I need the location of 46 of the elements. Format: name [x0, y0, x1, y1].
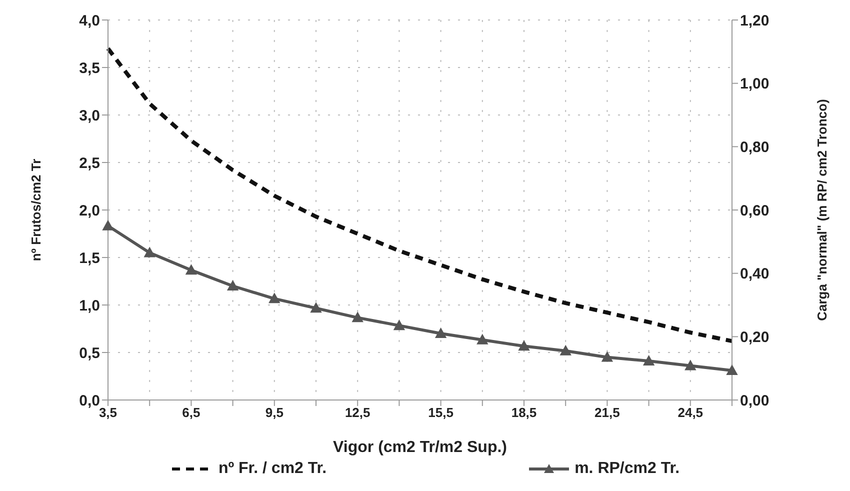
y2-axis-title: Carga "normal" (m RP/ cm2 Tronco) — [814, 99, 830, 321]
point — [352, 312, 364, 322]
y-tick-label: 2,0 — [79, 202, 100, 220]
y2-tick-label: 1,20 — [740, 12, 770, 30]
point — [602, 352, 613, 362]
y2-tick-label: 0,00 — [740, 392, 770, 410]
y-axis-title: nº Frutos/cm2 Tr — [28, 158, 44, 262]
line-series — [106, 46, 734, 344]
point — [394, 320, 405, 330]
point — [684, 360, 696, 370]
x-tick-label: 12,5 — [344, 405, 370, 420]
point — [144, 247, 156, 258]
point — [310, 302, 322, 313]
point — [726, 365, 738, 376]
y2-tick-label: 0,80 — [740, 138, 770, 156]
y2-tick-label: 0,20 — [740, 328, 770, 346]
y2-tick-label: 0,40 — [740, 266, 770, 283]
point — [268, 293, 280, 304]
y2-tick-label: 1,00 — [740, 76, 770, 93]
point — [435, 328, 446, 338]
point — [186, 264, 197, 275]
point — [643, 356, 654, 366]
y-tick-label: 1,0 — [79, 297, 100, 314]
y-tick-label: 1,5 — [79, 250, 100, 267]
point — [102, 220, 114, 230]
x-tick-label: 9,5 — [265, 405, 284, 420]
x-tick-label: 21,5 — [594, 405, 620, 420]
x-tick-label: 15,5 — [428, 405, 454, 420]
y-tick-label: 4,0 — [79, 12, 100, 30]
point — [227, 280, 238, 290]
x-axis-title: Vigor (cm2 Tr/m2 Sup.) — [333, 439, 507, 456]
y-tick-label: 3,5 — [79, 60, 100, 77]
x-tick-label: 24,5 — [678, 405, 704, 420]
y-tick-label: 0,5 — [79, 344, 100, 362]
x-tick-label: 6,5 — [182, 405, 200, 420]
x-tick-label: 18,5 — [511, 405, 537, 420]
x-tick-label: 3,5 — [98, 405, 118, 420]
y-tick-label: 2,5 — [79, 154, 100, 172]
y2-tick-label: 0,60 — [740, 202, 770, 220]
y-tick-label: 0,0 — [79, 392, 100, 410]
point — [476, 334, 488, 344]
legend-label: nº Fr. / cm2 Tr. — [218, 460, 327, 478]
point — [518, 340, 530, 351]
legend-label: m. RP/cm2 Tr. — [574, 460, 680, 478]
point — [560, 345, 572, 356]
y-tick-label: 3,0 — [79, 107, 100, 124]
